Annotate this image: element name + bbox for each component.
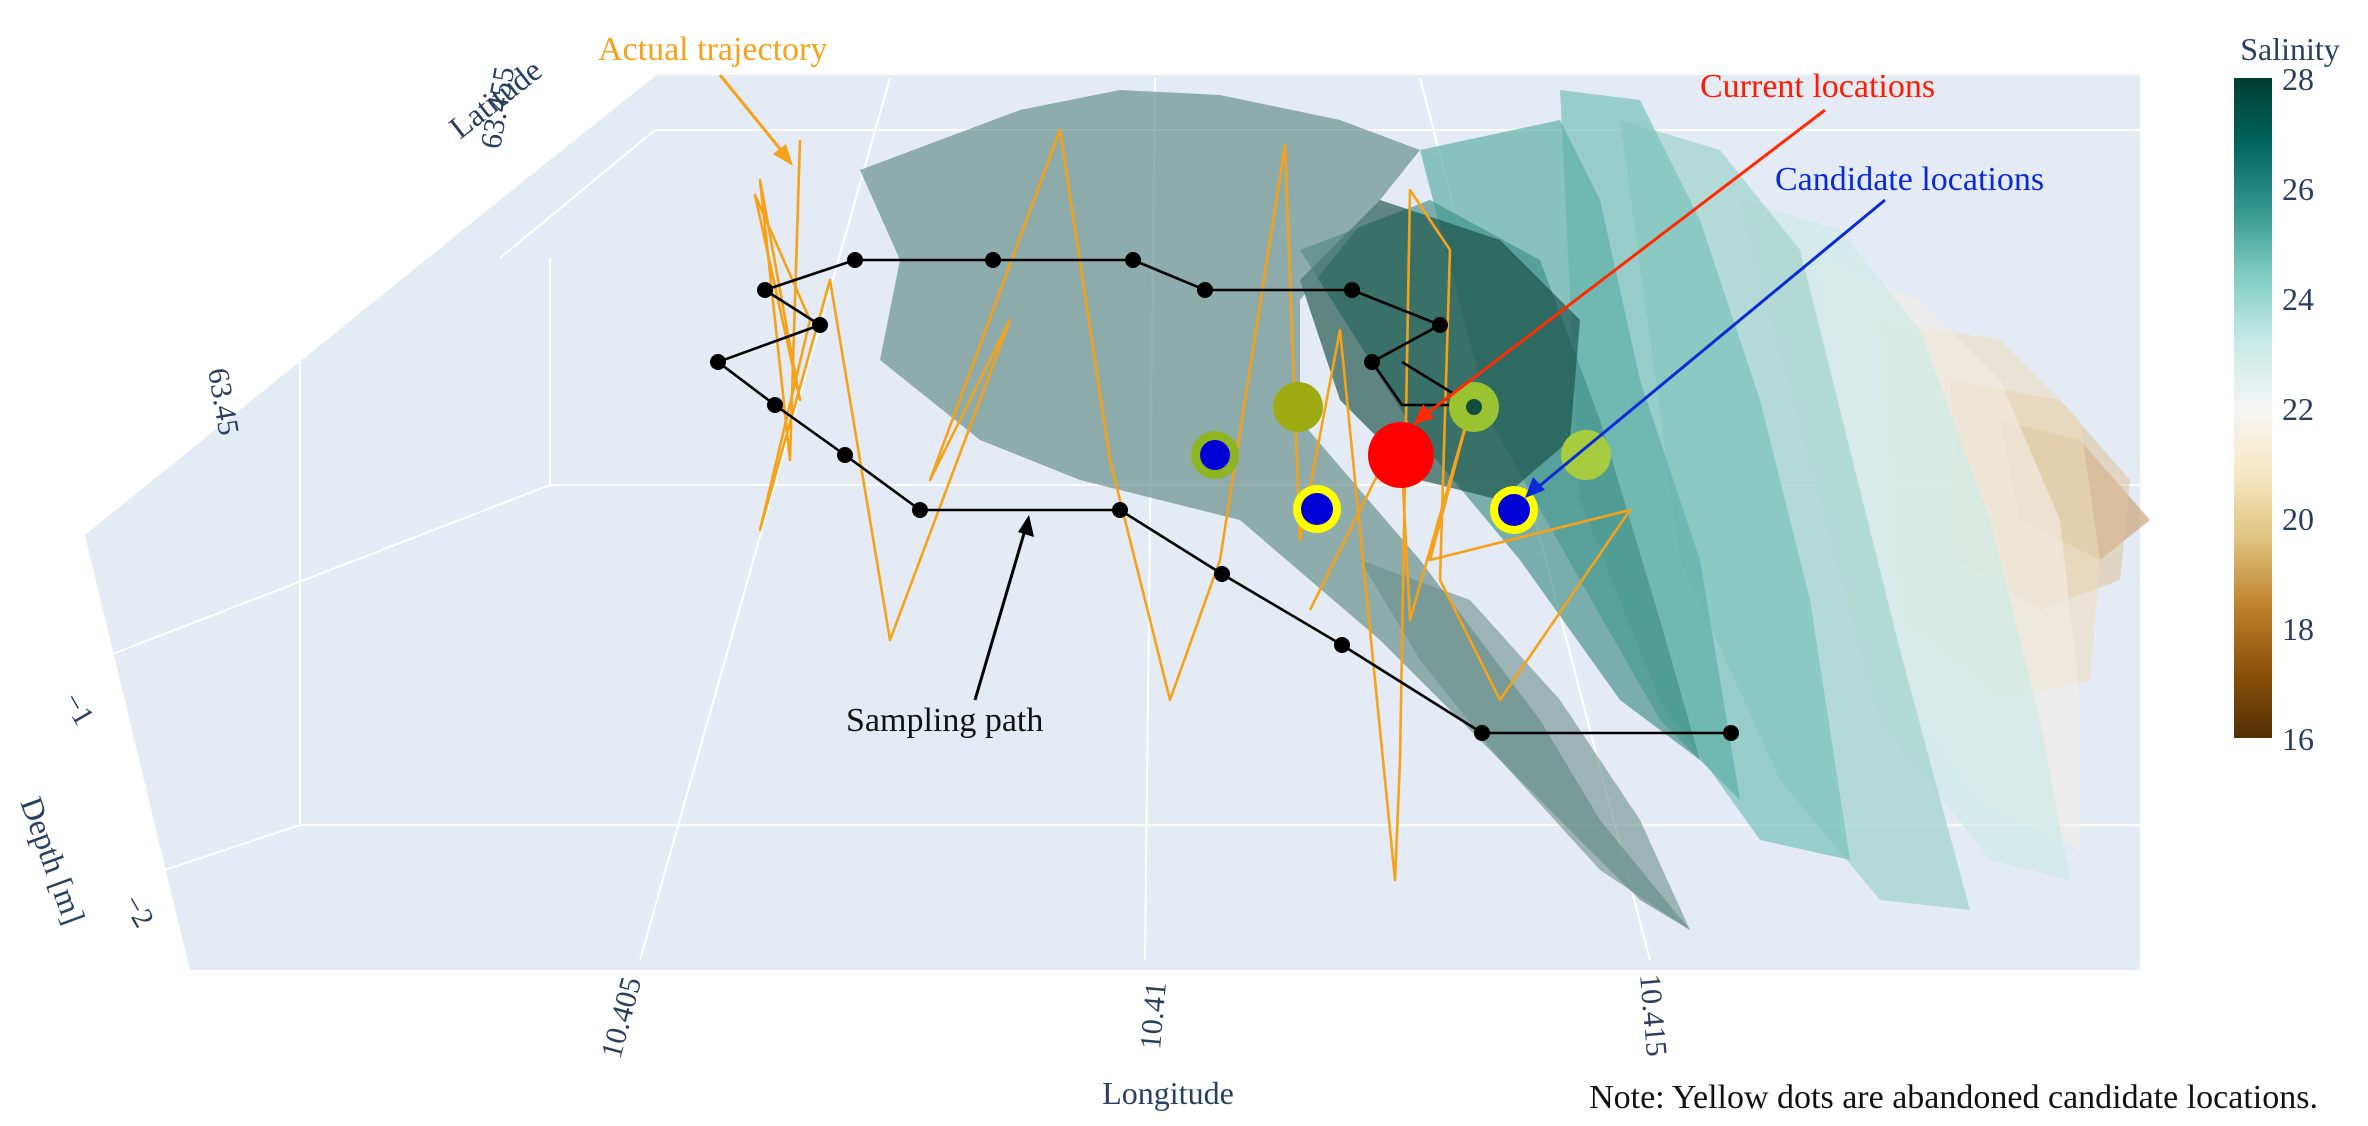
axis-label-depth: Depth [m] (13, 792, 92, 929)
arrow-current-locations (1424, 108, 1826, 417)
isosurface-teal (1560, 90, 1850, 860)
colorbar-title: Salinity (2240, 31, 2340, 67)
label-actual-trajectory: Actual trajectory (598, 31, 827, 68)
candidate-blue-2 (1301, 493, 1333, 525)
waypoint (985, 252, 1001, 268)
waypoint (1197, 282, 1213, 298)
colorbar-tick-20: 20 (2282, 501, 2314, 537)
label-current-locations: Current locations (1700, 68, 1935, 105)
waypoint (767, 397, 783, 413)
tick-depth-1: −1 (56, 687, 101, 731)
candidate-blue-1 (1200, 440, 1230, 470)
tick-longitude-10415: 10.415 (1633, 973, 1673, 1058)
waypoint (1112, 502, 1128, 518)
colorbar-gradient (2234, 78, 2272, 738)
arrowhead-current-locations (1413, 404, 1434, 425)
arrow-sampling-path (973, 529, 1027, 701)
waypoint (812, 317, 828, 333)
isosurfaces (860, 90, 2150, 930)
waypoint (1344, 282, 1360, 298)
waypoint (710, 354, 726, 370)
label-sampling-path: Sampling path (846, 702, 1043, 739)
arrowhead-candidate-locations (1525, 477, 1545, 498)
arrow-actual-trajectory (718, 74, 787, 156)
candidate-green-right (1561, 430, 1611, 480)
waypoint (1432, 317, 1448, 333)
sampling-path-waypoints (710, 252, 1739, 741)
tick-depth-2: −2 (116, 889, 161, 933)
waypoint (912, 502, 928, 518)
colorbar-tick-22: 22 (2282, 391, 2314, 427)
waypoint (847, 252, 863, 268)
waypoint (837, 447, 853, 463)
colorbar-tick-26: 26 (2282, 171, 2314, 207)
tick-longitude-1041: 10.41 (1134, 980, 1173, 1050)
grid-lon-10405 (639, 77, 891, 961)
waypoint (1125, 252, 1141, 268)
isosurface-dark-green (1300, 200, 1580, 500)
candidate-blue-3 (1498, 494, 1530, 526)
annotation-arrows (718, 74, 1886, 701)
isosurface-gray-lower (1360, 560, 1690, 930)
colorbar-tick-24: 24 (2282, 281, 2314, 317)
candidate-markers (1191, 382, 1611, 534)
current-location-marker (1368, 422, 1434, 488)
waypoint (1474, 725, 1490, 741)
colorbar: Salinity 28 26 24 22 20 18 16 (2234, 31, 2340, 757)
tick-longitude-10405: 10.405 (595, 974, 648, 1062)
grid-lat-6345 (214, 74, 656, 426)
colorbar-tick-18: 18 (2282, 611, 2314, 647)
series-actual-trajectory (753, 128, 1632, 882)
arrowhead-actual-trajectory (773, 144, 793, 166)
grid-lat-63455-side (499, 129, 656, 259)
waypoint (1334, 637, 1350, 653)
candidate-olive (1273, 382, 1323, 432)
waypoint (757, 282, 773, 298)
tick-latitude-63455: 63.455 (474, 64, 521, 151)
colorbar-tick-28: 28 (2282, 61, 2314, 97)
arrowhead-sampling-path (1018, 515, 1034, 537)
tick-latitude-6345: 63.45 (201, 365, 245, 437)
waypoint (1723, 725, 1739, 741)
waypoint (1214, 566, 1230, 582)
note-text: Note: Yellow dots are abandoned candidat… (1589, 1079, 2318, 1116)
annotation-labels: Actual trajectory Current locations Cand… (598, 31, 2318, 1116)
candidate-waypoint-dot (1466, 399, 1482, 415)
label-candidate-locations: Candidate locations (1775, 161, 2044, 198)
colorbar-tick-16: 16 (2282, 721, 2314, 757)
arrow-candidate-locations (1536, 198, 1886, 490)
axis-label-longitude: Longitude (1102, 1075, 1234, 1111)
waypoint (1364, 354, 1380, 370)
series-sampling-path (715, 258, 1731, 735)
